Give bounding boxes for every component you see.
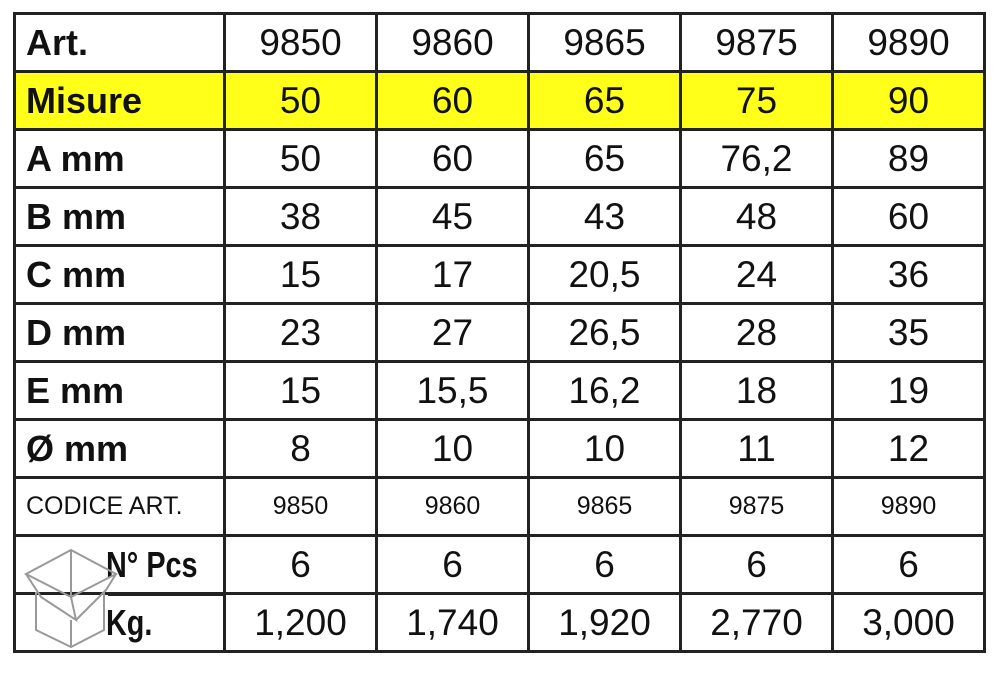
table-cell: 12 xyxy=(831,418,986,479)
table-cell: 10 xyxy=(375,418,530,479)
codice-cell: 9865 xyxy=(527,476,682,537)
kg-cell: 1,200 xyxy=(223,592,378,653)
row-label: Ø mm xyxy=(13,418,226,479)
table-cell: 60 xyxy=(831,186,986,247)
table-cell: 28 xyxy=(679,302,834,363)
table-cell: 65 xyxy=(527,70,682,131)
kg-row: Kg. 1,200 1,740 1,920 2,770 3,000 xyxy=(13,591,986,653)
row-label: B mm xyxy=(13,186,226,247)
pcs-label: N° Pcs xyxy=(106,543,198,585)
table-cell: 60 xyxy=(375,128,530,189)
table-cell: 48 xyxy=(679,186,834,247)
table-cell: 15,5 xyxy=(375,360,530,421)
pcs-cell: 6 xyxy=(223,534,378,595)
table-cell: 11 xyxy=(679,418,834,479)
row-label: Misure xyxy=(13,70,226,131)
table-row: E mm 15 15,5 16,2 18 19 xyxy=(13,360,986,421)
table-cell: 76,2 xyxy=(679,128,834,189)
table-row: Misure 50 60 65 75 90 xyxy=(13,70,986,131)
open-box-icon xyxy=(23,548,119,649)
table-cell: 65 xyxy=(527,128,682,189)
kg-cell: 1,740 xyxy=(375,592,530,653)
table-cell: 10 xyxy=(527,418,682,479)
table-cell: 27 xyxy=(375,302,530,363)
codice-cell: 9875 xyxy=(679,476,834,537)
table-cell: 16,2 xyxy=(527,360,682,421)
table-cell: 45 xyxy=(375,186,530,247)
kg-cell: 3,000 xyxy=(831,592,986,653)
kg-label: Kg. xyxy=(106,601,153,643)
pcs-cell: 6 xyxy=(679,534,834,595)
pcs-cell: 6 xyxy=(375,534,530,595)
table-cell: 50 xyxy=(223,70,378,131)
table-cell: 89 xyxy=(831,128,986,189)
kg-label-cell: Kg. xyxy=(13,591,226,653)
table-cell: 43 xyxy=(527,186,682,247)
spec-table: Art. 9850 9860 9865 9875 9890 Misure 50 60… xyxy=(13,12,986,653)
row-label: E mm xyxy=(13,360,226,421)
kg-cell: 2,770 xyxy=(679,592,834,653)
table-cell: 17 xyxy=(375,244,530,305)
codice-row: CODICE ART. 9850 9860 9865 9875 9890 xyxy=(13,476,986,537)
table-cell: 38 xyxy=(223,186,378,247)
table-cell: 15 xyxy=(223,360,378,421)
header-row: Art. 9850 9860 9865 9875 9890 xyxy=(13,12,986,73)
pcs-row: N° Pcs 6 6 6 6 6 xyxy=(13,534,986,649)
table-row: A mm 50 60 65 76,2 89 xyxy=(13,128,986,189)
table-row: C mm 15 17 20,5 24 36 xyxy=(13,244,986,305)
table-cell: 18 xyxy=(679,360,834,421)
column-header: 9850 xyxy=(223,12,378,73)
table-cell: 75 xyxy=(679,70,834,131)
table-cell: 60 xyxy=(375,70,530,131)
table-cell: 20,5 xyxy=(527,244,682,305)
table-cell: 8 xyxy=(223,418,378,479)
pcs-label-cell: N° Pcs xyxy=(13,534,226,649)
pcs-cell: 6 xyxy=(831,534,986,595)
row-label: C mm xyxy=(13,244,226,305)
column-header: 9860 xyxy=(375,12,530,73)
column-header: 9890 xyxy=(831,12,986,73)
pcs-cell: 6 xyxy=(527,534,682,595)
codice-cell: 9850 xyxy=(223,476,378,537)
table-row: Ø mm 8 10 10 11 12 xyxy=(13,418,986,479)
codice-cell: 9890 xyxy=(831,476,986,537)
table-cell: 19 xyxy=(831,360,986,421)
table-cell: 36 xyxy=(831,244,986,305)
codice-label: CODICE ART. xyxy=(13,476,226,537)
kg-cell: 1,920 xyxy=(527,592,682,653)
table-row: B mm 38 45 43 48 60 xyxy=(13,186,986,247)
table-cell: 26,5 xyxy=(527,302,682,363)
column-header: 9865 xyxy=(527,12,682,73)
row-label: A mm xyxy=(13,128,226,189)
table-row: D mm 23 27 26,5 28 35 xyxy=(13,302,986,363)
table-cell: 50 xyxy=(223,128,378,189)
table-cell: 24 xyxy=(679,244,834,305)
column-header: 9875 xyxy=(679,12,834,73)
table-cell: 15 xyxy=(223,244,378,305)
row-label: D mm xyxy=(13,302,226,363)
header-label: Art. xyxy=(13,12,226,73)
table-cell: 23 xyxy=(223,302,378,363)
codice-cell: 9860 xyxy=(375,476,530,537)
table-cell: 35 xyxy=(831,302,986,363)
table-cell: 90 xyxy=(831,70,986,131)
